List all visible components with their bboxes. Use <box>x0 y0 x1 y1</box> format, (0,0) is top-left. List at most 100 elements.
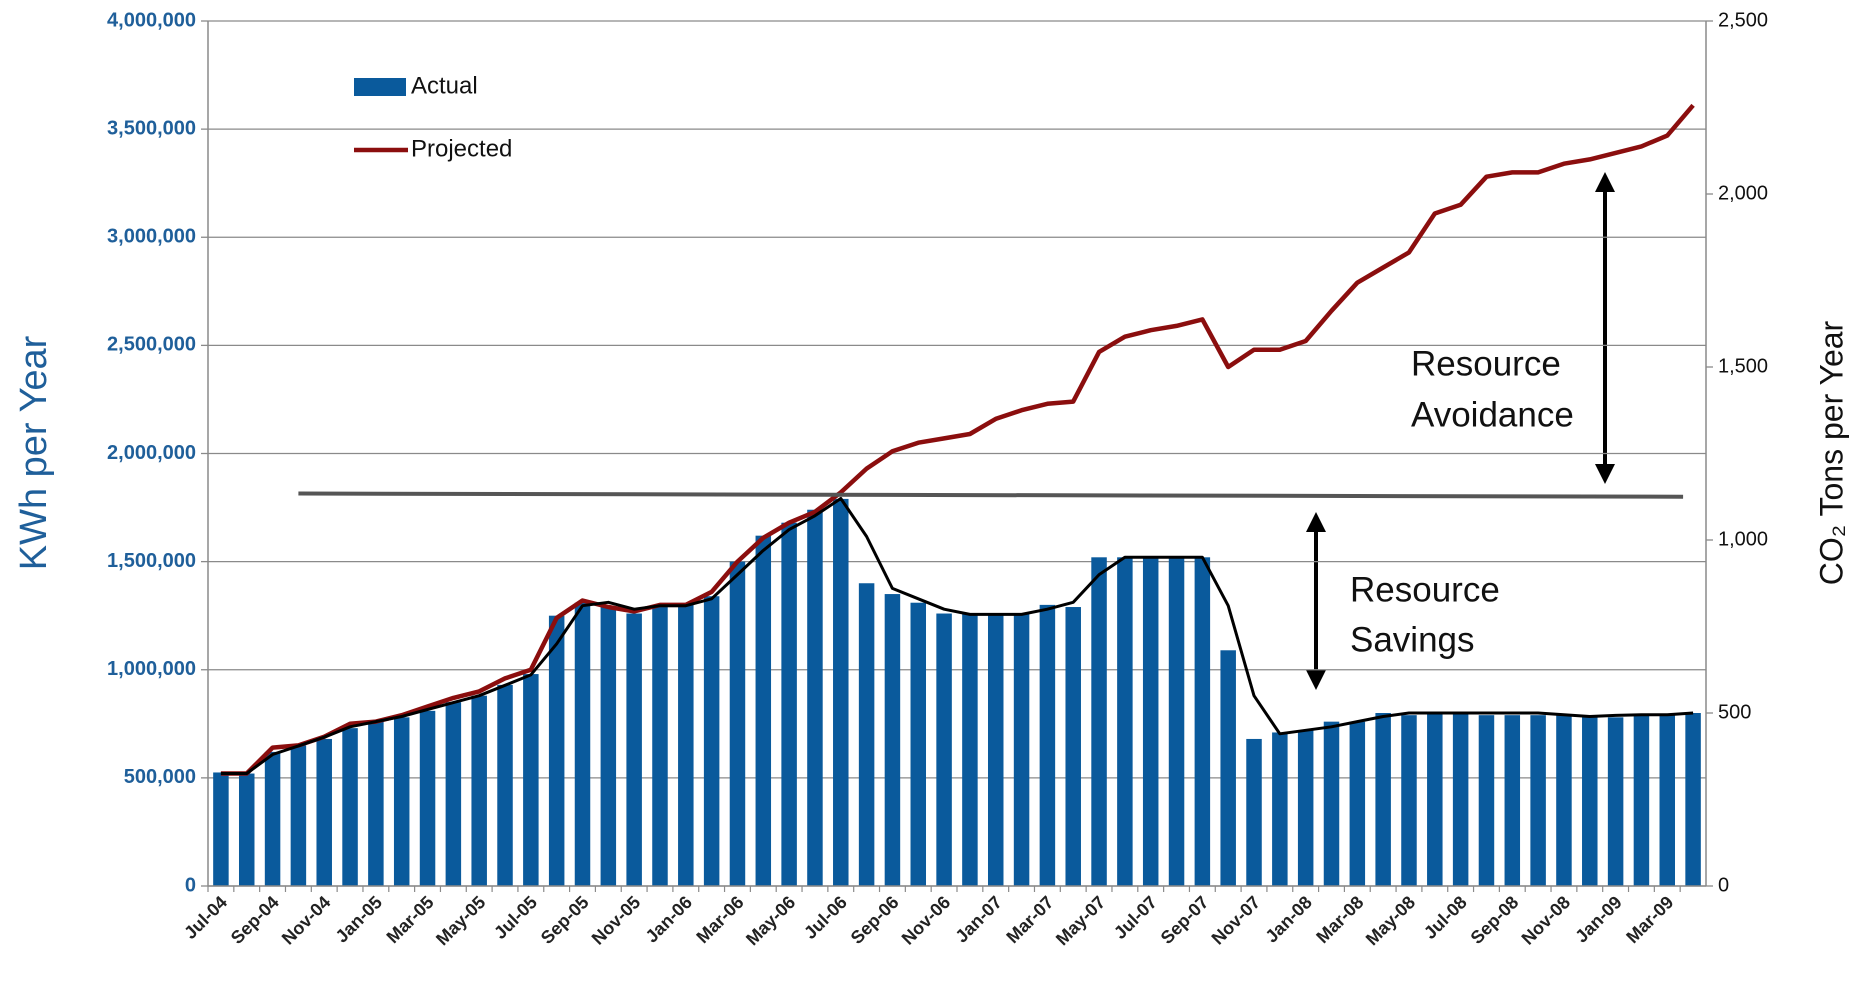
bar <box>1685 713 1701 886</box>
bar <box>781 522 797 886</box>
bar <box>213 772 229 886</box>
x-tick-label: Sep-07 <box>1157 892 1213 948</box>
legend-label: Actual <box>411 72 478 99</box>
bar <box>1633 715 1650 886</box>
bar <box>1556 715 1572 886</box>
bar <box>652 607 668 886</box>
bar <box>445 702 462 886</box>
annotation: Avoidance <box>1411 395 1574 434</box>
x-tick-label: Nov-05 <box>588 892 645 949</box>
bar <box>703 596 720 886</box>
x-tick-label: Mar-06 <box>692 892 747 947</box>
bar <box>471 695 487 886</box>
x-tick-label: Nov-07 <box>1208 892 1265 949</box>
bar <box>626 613 642 886</box>
bar <box>1272 732 1288 886</box>
bar <box>600 607 617 886</box>
bar <box>1220 650 1236 886</box>
x-tick-label: Mar-07 <box>1002 892 1057 947</box>
bar <box>1452 713 1469 886</box>
bar <box>1478 715 1495 886</box>
y2-tick-label: 0 <box>1718 874 1729 896</box>
bar <box>1117 557 1133 886</box>
bar <box>1582 717 1598 886</box>
y-tick-label: 1,000,000 <box>107 658 196 680</box>
bar <box>1297 730 1314 886</box>
y-tick-label: 2,500,000 <box>107 334 196 356</box>
bar <box>962 613 978 886</box>
x-tick-label: Jul-04 <box>180 892 231 943</box>
bar <box>1349 721 1366 886</box>
x-tick-label: Sep-05 <box>537 892 593 948</box>
bar <box>755 535 772 886</box>
bar <box>393 717 410 886</box>
bar <box>1323 721 1340 886</box>
x-tick-label: Jul-06 <box>800 892 851 943</box>
x-tick-label: Sep-08 <box>1467 892 1523 948</box>
legend-swatch <box>354 78 406 96</box>
y-tick-label: 0 <box>185 874 196 896</box>
bar <box>316 738 332 886</box>
x-tick-label: Jul-07 <box>1110 892 1161 943</box>
x-tick-label: Jan-06 <box>642 892 696 946</box>
bar <box>419 710 436 886</box>
annotation: Resource <box>1411 344 1561 383</box>
bar <box>678 604 694 886</box>
bar <box>1065 607 1081 886</box>
bar <box>1427 713 1443 886</box>
y2-axis-title: CO₂ Tons per Year <box>1813 320 1849 585</box>
y-tick-label: 2,000,000 <box>107 442 196 464</box>
bar <box>238 773 255 886</box>
y2-tick-label: 1,500 <box>1718 355 1768 377</box>
y-tick-label: 3,000,000 <box>107 226 196 248</box>
annotation: Resource <box>1350 570 1500 609</box>
bar <box>1142 557 1159 886</box>
x-tick-label: Jan-07 <box>951 892 1005 946</box>
x-tick-label: Nov-06 <box>898 892 955 949</box>
bar <box>729 561 746 886</box>
x-tick-label: Mar-09 <box>1622 892 1677 947</box>
bar <box>574 602 591 886</box>
bar <box>1607 717 1624 886</box>
y2-tick-label: 2,000 <box>1718 182 1768 204</box>
x-tick-label: May-06 <box>742 892 799 949</box>
x-tick-label: May-05 <box>432 892 489 949</box>
line <box>220 497 1694 775</box>
x-tick-label: Nov-04 <box>278 892 335 949</box>
bar <box>264 751 281 886</box>
bar <box>342 728 358 886</box>
y2-tick-label: 500 <box>1718 701 1751 723</box>
legend-label: Projected <box>411 135 512 162</box>
y-tick-label: 4,000,000 <box>107 9 196 31</box>
bar <box>548 615 565 886</box>
bar <box>833 498 849 886</box>
x-tick-label: Mar-08 <box>1312 892 1367 947</box>
bar <box>910 602 927 886</box>
bar <box>290 745 307 886</box>
x-tick-label: May-08 <box>1362 892 1419 949</box>
annotation: Savings <box>1350 620 1475 659</box>
x-tick-label: May-07 <box>1052 892 1109 949</box>
bar <box>1659 715 1676 886</box>
y-tick-label: 1,500,000 <box>107 550 196 572</box>
bar <box>1039 604 1056 886</box>
y2-tick-label: 2,500 <box>1718 9 1768 31</box>
reference-line <box>298 491 1684 499</box>
y-tick-label: 3,500,000 <box>107 117 196 139</box>
bar <box>987 613 1004 886</box>
bar <box>523 674 539 886</box>
bar <box>1194 557 1211 886</box>
bar <box>497 684 513 886</box>
y-axis-title: KWh per Year <box>13 335 55 570</box>
x-tick-label: Jul-05 <box>490 892 541 943</box>
x-tick-label: Sep-04 <box>227 892 283 948</box>
bar <box>1091 557 1107 886</box>
bar <box>936 613 952 886</box>
bar <box>884 594 901 886</box>
y-tick-label: 500,000 <box>124 766 196 788</box>
bar <box>1168 557 1185 886</box>
x-tick-label: Jul-08 <box>1420 892 1471 943</box>
bar <box>807 509 823 886</box>
x-tick-label: Jan-05 <box>332 892 386 946</box>
